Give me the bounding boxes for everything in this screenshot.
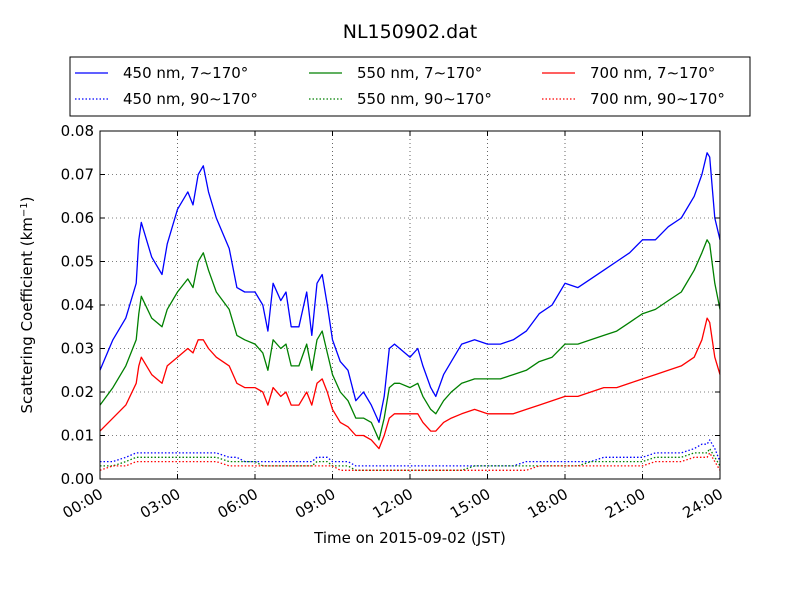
y-tick-label: 0.03 <box>61 340 94 358</box>
y-axis-label-text: Scattering Coefficient (km <box>18 217 36 413</box>
legend-entry-4: 550 nm, 90∼170° <box>309 90 492 108</box>
y-tick-label: 0.07 <box>61 166 94 184</box>
series-layer <box>99 152 721 471</box>
x-axis-label: Time on 2015-09-02 (JST) <box>313 529 506 547</box>
legend-label: 450 nm, 90∼170° <box>123 90 258 108</box>
series-line-6 <box>99 452 721 471</box>
y-axis-label-close: ) <box>18 196 36 202</box>
y-tick-label: 0.04 <box>61 296 94 314</box>
y-tick-label: 0.02 <box>61 383 94 401</box>
y-tick-label: 0.08 <box>61 122 94 140</box>
legend-entry-6: 700 nm, 90∼170° <box>542 90 725 108</box>
legend-label: 700 nm, 7∼170° <box>590 64 715 82</box>
y-tick-label: 0.01 <box>61 427 94 445</box>
series-line-5 <box>99 317 721 450</box>
y-axis-label: Scattering Coefficient (km−1) <box>18 196 36 413</box>
legend-frame <box>69 56 751 117</box>
legend-label: 550 nm, 90∼170° <box>357 90 492 108</box>
y-tick-label: 0.05 <box>61 253 94 271</box>
series-line-3 <box>99 239 721 441</box>
legend-label: 450 nm, 7∼170° <box>123 64 248 82</box>
legend-entry-1: 450 nm, 7∼170° <box>75 64 248 82</box>
y-tick-label: 0.00 <box>61 470 94 488</box>
chart-title: NL150902.dat <box>343 21 478 43</box>
y-axis-label-superscript: −1 <box>19 202 30 217</box>
legend-entry-3: 550 nm, 7∼170° <box>309 64 482 82</box>
legend-label: 550 nm, 7∼170° <box>357 64 482 82</box>
legend: 450 nm, 7∼170° 450 nm, 90∼170° 550 nm, 7∼1… <box>69 56 751 117</box>
legend-label: 700 nm, 90∼170° <box>590 90 725 108</box>
legend-entry-5: 700 nm, 7∼170° <box>542 64 715 82</box>
series-line-1 <box>99 152 721 424</box>
legend-entry-2: 450 nm, 90∼170° <box>75 90 258 108</box>
y-tick-label: 0.06 <box>61 209 94 227</box>
